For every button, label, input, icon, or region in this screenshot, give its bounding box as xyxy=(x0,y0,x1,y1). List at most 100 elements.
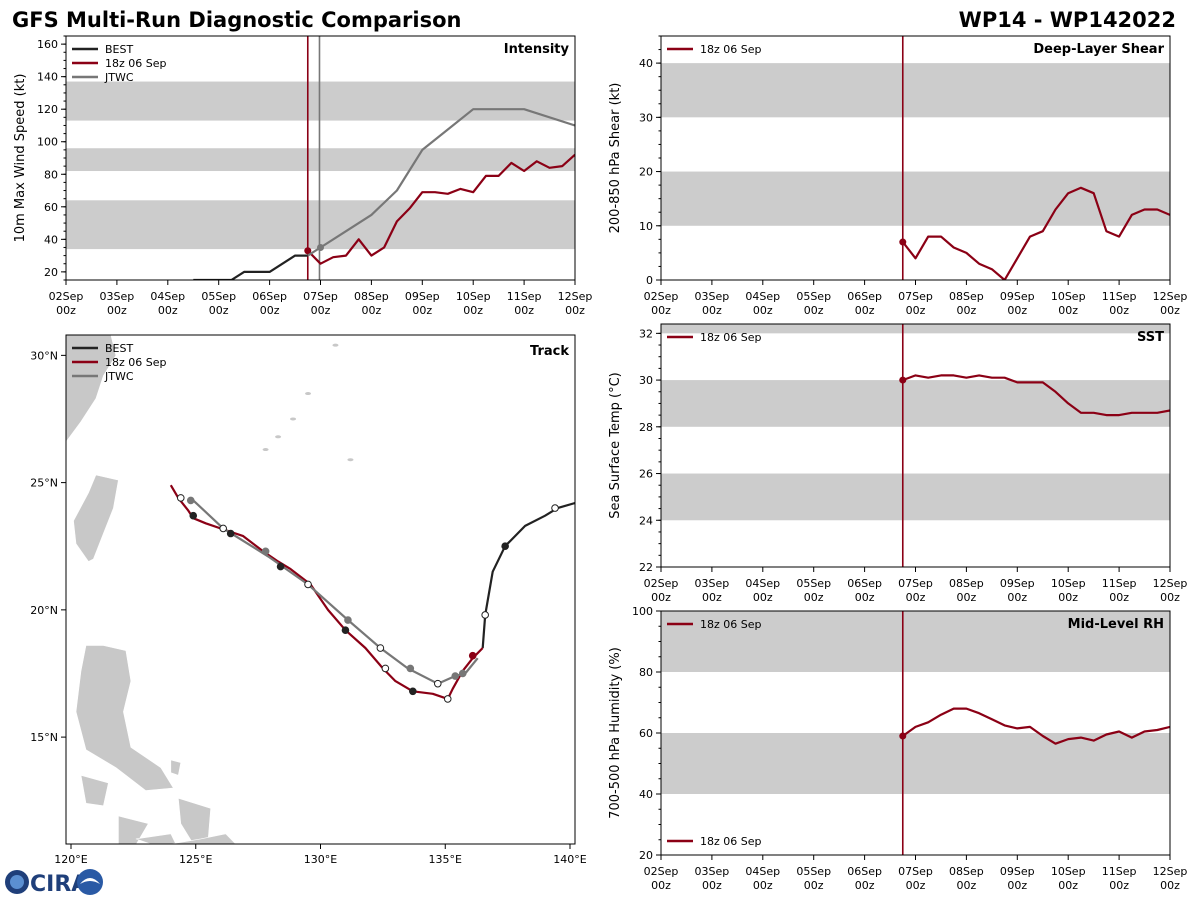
logo-emblem-icon xyxy=(77,869,103,895)
sst-ytick-label: 24 xyxy=(639,514,653,527)
sst-ylabel: Sea Surface Temp (°C) xyxy=(608,372,623,519)
shear-xtick-hour: 00z xyxy=(855,304,875,317)
intensity-ytick-label: 40 xyxy=(44,233,58,246)
rh-xtick-hour: 00z xyxy=(957,879,977,892)
rh-xtick-hour: 00z xyxy=(651,879,671,892)
rh-ytick-label: 40 xyxy=(639,788,653,801)
ryukyu-island xyxy=(275,435,282,439)
rh-xtick-day: 07Sep xyxy=(898,865,933,878)
rh-init-point xyxy=(899,732,907,740)
rh-xtick-day: 02Sep xyxy=(644,865,679,878)
sst-ytick-label: 28 xyxy=(639,421,653,434)
rh-ytick-label: 80 xyxy=(639,666,653,679)
rh-xtick-day: 09Sep xyxy=(1000,865,1035,878)
track-legend-label: 18z 06 Sep xyxy=(105,356,167,369)
intensity-xtick-hour: 00z xyxy=(514,304,534,317)
track-marker-jtwc xyxy=(186,496,195,505)
track-xtick-label: 135°E xyxy=(429,853,462,866)
shear-xtick-hour: 00z xyxy=(702,304,722,317)
track-legend-label: BEST xyxy=(105,342,133,355)
rh-series-18z-06-sep xyxy=(902,707,1170,745)
shear-xtick-day: 10Sep xyxy=(1051,290,1086,303)
intensity-xtick-hour: 00z xyxy=(209,304,229,317)
track-ytick-label: 15°N xyxy=(30,731,58,744)
sst-frame xyxy=(660,323,1171,568)
sst-xtick-hour: 00z xyxy=(855,591,875,604)
intensity-threshold-band xyxy=(66,148,575,172)
shear-xtick-day: 08Sep xyxy=(949,290,984,303)
shear-xtick-day: 11Sep xyxy=(1102,290,1137,303)
intensity-xtick-hour: 00z xyxy=(412,304,432,317)
sst-ytick-label: 32 xyxy=(639,327,653,340)
track-marker-jtwc xyxy=(376,644,385,652)
shear-ytick-label: 20 xyxy=(639,166,653,179)
shear-xtick-day: 12Sep xyxy=(1153,290,1188,303)
track-marker-best xyxy=(501,542,509,551)
track-marker-jtwc xyxy=(304,580,312,589)
sst-xtick-hour: 00z xyxy=(753,591,773,604)
intensity-xtick-hour: 00z xyxy=(565,304,585,317)
sst-series-18z-06-sep xyxy=(902,374,1170,417)
sst-xtick-day: 11Sep xyxy=(1102,577,1137,590)
track-marker-18z-06-sep xyxy=(176,494,185,502)
shear-xtick-hour: 00z xyxy=(957,304,977,317)
sst-ytick-label: 22 xyxy=(639,561,653,574)
track-series-best xyxy=(481,501,575,649)
ryukyu-island xyxy=(262,448,269,452)
rh-xtick-hour: 00z xyxy=(702,879,722,892)
track-marker-jtwc xyxy=(433,679,442,688)
rh-threshold-band xyxy=(661,733,1170,794)
sst-threshold-band xyxy=(661,380,1170,427)
track-xtick-label: 140°E xyxy=(553,853,586,866)
track-marker-18z-06-sep xyxy=(409,687,417,696)
shear-series-18z-06-sep xyxy=(901,186,1170,280)
luzon-land xyxy=(75,645,174,791)
shear-ylabel: 200-850 hPa Shear (kt) xyxy=(608,83,623,234)
sst-plot-area xyxy=(661,324,1170,567)
sst-xtick-day: 12Sep xyxy=(1153,577,1188,590)
sst-ytick-label: 26 xyxy=(639,468,653,481)
sst-xtick-day: 07Sep xyxy=(898,577,933,590)
intensity-xtick-day: 08Sep xyxy=(354,290,389,303)
intensity-ytick-label: 120 xyxy=(37,103,58,116)
intensity-xtick-day: 02Sep xyxy=(49,290,84,303)
track-legend-label: JTWC xyxy=(104,370,134,383)
sst-xtick-hour: 00z xyxy=(1058,591,1078,604)
shear-ytick-label: 0 xyxy=(646,274,653,287)
sst-init-point xyxy=(899,376,907,384)
shear-xtick-day: 04Sep xyxy=(745,290,780,303)
intensity-series-jtwc xyxy=(307,108,575,257)
track-marker-18z-06-sep xyxy=(189,511,198,520)
intensity-xtick-hour: 00z xyxy=(107,304,127,317)
shear-init-point xyxy=(899,238,907,246)
intensity-legend-label: BEST xyxy=(105,43,133,56)
track-marker-jtwc xyxy=(406,664,415,673)
ryukyu-island xyxy=(347,458,354,462)
rh-xtick-day: 06Sep xyxy=(847,865,882,878)
sst-xtick-hour: 00z xyxy=(702,591,722,604)
shear-title: Deep-Layer Shear xyxy=(1033,42,1164,57)
intensity-xtick-day: 04Sep xyxy=(150,290,185,303)
intensity-xtick-hour: 00z xyxy=(311,304,331,317)
rh-ytick-label: 100 xyxy=(632,605,653,618)
shear-xtick-hour: 00z xyxy=(906,304,926,317)
intensity-threshold-band xyxy=(66,81,575,121)
intensity-init-point xyxy=(304,247,312,255)
intensity-xtick-day: 03Sep xyxy=(100,290,135,303)
shear-panel: 01020304002Sep00z03Sep00z04Sep00z05Sep00… xyxy=(608,35,1188,317)
intensity-jtwc-point xyxy=(317,243,324,251)
rh-xtick-day: 05Sep xyxy=(796,865,831,878)
track-ytick-label: 20°N xyxy=(30,604,58,617)
intensity-ylabel: 10m Max Wind Speed (kt) xyxy=(13,74,28,243)
sst-xtick-day: 10Sep xyxy=(1051,577,1086,590)
track-marker-jtwc xyxy=(261,547,270,556)
intensity-xtick-day: 06Sep xyxy=(252,290,287,303)
panay-land xyxy=(118,815,149,844)
shear-ytick-label: 10 xyxy=(639,220,653,233)
sst-title: SST xyxy=(1137,330,1164,345)
rh-xtick-hour: 00z xyxy=(1058,879,1078,892)
rh-xtick-day: 04Sep xyxy=(745,865,780,878)
shear-xtick-day: 07Sep xyxy=(898,290,933,303)
